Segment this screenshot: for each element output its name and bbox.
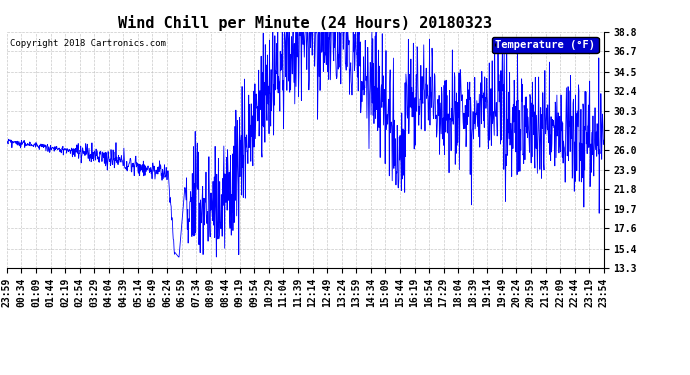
Text: Copyright 2018 Cartronics.com: Copyright 2018 Cartronics.com: [10, 39, 166, 48]
Legend: Temperature (°F): Temperature (°F): [492, 37, 598, 53]
Title: Wind Chill per Minute (24 Hours) 20180323: Wind Chill per Minute (24 Hours) 2018032…: [118, 15, 493, 31]
